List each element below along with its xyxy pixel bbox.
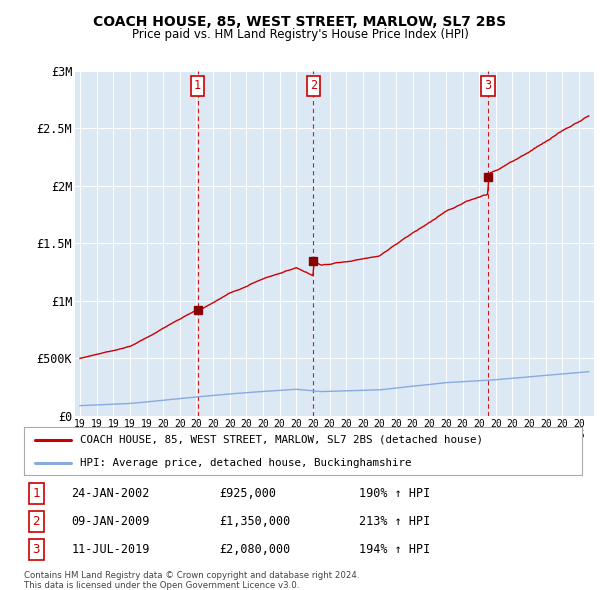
- Text: 11-JUL-2019: 11-JUL-2019: [71, 543, 150, 556]
- Text: This data is licensed under the Open Government Licence v3.0.: This data is licensed under the Open Gov…: [24, 581, 299, 590]
- Text: 194% ↑ HPI: 194% ↑ HPI: [359, 543, 430, 556]
- Text: 24-JAN-2002: 24-JAN-2002: [71, 487, 150, 500]
- Text: COACH HOUSE, 85, WEST STREET, MARLOW, SL7 2BS: COACH HOUSE, 85, WEST STREET, MARLOW, SL…: [94, 15, 506, 30]
- Text: 3: 3: [32, 543, 40, 556]
- Text: 190% ↑ HPI: 190% ↑ HPI: [359, 487, 430, 500]
- Text: Contains HM Land Registry data © Crown copyright and database right 2024.: Contains HM Land Registry data © Crown c…: [24, 571, 359, 579]
- Text: 2: 2: [310, 79, 317, 92]
- Text: 1: 1: [32, 487, 40, 500]
- Text: 213% ↑ HPI: 213% ↑ HPI: [359, 515, 430, 528]
- Text: COACH HOUSE, 85, WEST STREET, MARLOW, SL7 2BS (detached house): COACH HOUSE, 85, WEST STREET, MARLOW, SL…: [80, 435, 483, 445]
- Text: 09-JAN-2009: 09-JAN-2009: [71, 515, 150, 528]
- Text: Price paid vs. HM Land Registry's House Price Index (HPI): Price paid vs. HM Land Registry's House …: [131, 28, 469, 41]
- Text: 2: 2: [32, 515, 40, 528]
- Text: 1: 1: [194, 79, 201, 92]
- Text: £1,350,000: £1,350,000: [220, 515, 290, 528]
- Text: 3: 3: [484, 79, 491, 92]
- Text: £2,080,000: £2,080,000: [220, 543, 290, 556]
- Text: £925,000: £925,000: [220, 487, 276, 500]
- Text: HPI: Average price, detached house, Buckinghamshire: HPI: Average price, detached house, Buck…: [80, 458, 412, 468]
